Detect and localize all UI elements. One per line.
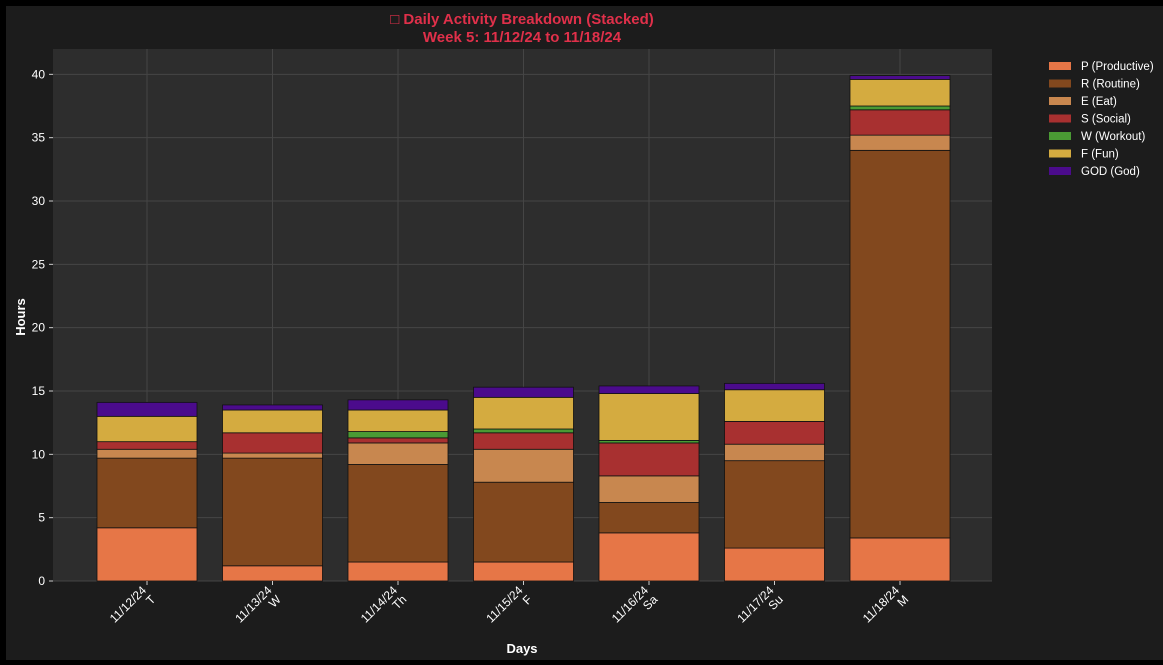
y-tick-label: 5 [38, 511, 45, 525]
bar-segment [598, 502, 700, 534]
bar-segment [473, 428, 574, 434]
x-tick-label: 11/13/24W [232, 583, 284, 626]
bar-segment [222, 404, 323, 411]
chart-subtitle: Week 5: 11/12/24 to 11/18/24 [423, 29, 622, 46]
legend-item: GOD (God) [1049, 166, 1140, 178]
bar-segment [598, 475, 700, 503]
x-tick-day: T [143, 592, 159, 608]
legend-item: F (Fun) [1049, 149, 1119, 161]
legend-item: S (Social) [1049, 114, 1131, 126]
bar-segment [96, 441, 198, 450]
bar-segment [724, 547, 825, 582]
bar-segment [849, 149, 951, 539]
legend-item: W (Workout) [1049, 131, 1145, 143]
bar-segment [96, 527, 198, 582]
bar-segment [724, 389, 825, 422]
legend-swatch [1049, 97, 1071, 105]
bar-segment [849, 134, 951, 151]
bar-segment [598, 393, 700, 441]
stacked-bar-chart: 0 5 10 15 20 25 30 35 40 11/12/24T 11/13/24W 11/14… [13, 11, 1154, 656]
y-tick-label: 15 [32, 384, 46, 398]
legend-label: P (Productive) [1081, 61, 1154, 73]
y-tick-label: 0 [38, 574, 45, 588]
bar-segment [222, 432, 323, 454]
bar-segment [849, 537, 951, 582]
bar-segment [849, 109, 951, 136]
bar-segment [598, 442, 700, 477]
bar-segment [473, 386, 574, 398]
bar-segment [849, 79, 951, 107]
x-tick-date: 11/15/24 [483, 583, 526, 626]
y-tick-label: 40 [32, 67, 46, 81]
legend-swatch [1049, 149, 1071, 158]
bar-segment [473, 448, 574, 483]
y-tick-label: 30 [32, 194, 46, 208]
legend-swatch [1049, 167, 1071, 175]
bar-segment [347, 561, 449, 582]
x-tick-label: 11/15/24F [483, 583, 535, 626]
legend-label: E (Eat) [1081, 96, 1117, 108]
bar-segment [96, 415, 198, 443]
legend-label: GOD (God) [1081, 166, 1140, 178]
y-tick-label: 25 [32, 257, 46, 271]
bar-segment [347, 437, 449, 444]
x-tick-label: 11/12/24T [107, 583, 159, 626]
bar-segment [222, 409, 323, 434]
legend: P (Productive) R (Routine) E (Eat) S (Socia… [1049, 61, 1154, 178]
bar-segment [222, 457, 323, 567]
legend-swatch [1049, 132, 1071, 140]
bar-segment [598, 532, 700, 582]
legend-item: R (Routine) [1049, 79, 1140, 91]
bar-segment [347, 464, 449, 563]
x-tick-day: F [520, 592, 535, 607]
bar-segment [724, 460, 825, 549]
y-tick-label: 10 [32, 447, 46, 461]
y-tick-label: 20 [32, 321, 46, 335]
x-tick-label: 11/18/24M [860, 583, 911, 626]
legend-swatch [1049, 62, 1071, 70]
bar-segment [222, 565, 323, 582]
bar-segment [347, 442, 449, 465]
chart-figure: 0 5 10 15 20 25 30 35 40 11/12/24 T 11/13/24 W 11/14… [6, 6, 1163, 660]
bar-segment [96, 457, 198, 529]
bar-segment [96, 448, 198, 459]
bar-segment [222, 452, 323, 459]
bar-segment [473, 481, 574, 563]
bar-segment [598, 385, 700, 394]
bar-segment [473, 432, 574, 450]
legend-item: P (Productive) [1049, 61, 1154, 73]
legend-label: F (Fun) [1081, 149, 1119, 161]
bar-segment [724, 420, 825, 445]
bars [96, 75, 951, 582]
y-tick-label: 35 [32, 131, 46, 145]
legend-swatch [1049, 114, 1071, 123]
x-tick-date: 11/12/24 [107, 583, 150, 626]
bar-segment [849, 75, 951, 80]
bar-segment [724, 382, 825, 391]
legend-label: S (Social) [1081, 114, 1131, 126]
x-axis-label: Days [506, 641, 537, 656]
legend-label: W (Workout) [1081, 131, 1145, 143]
bar-segment [473, 561, 574, 582]
bar-segment [347, 409, 449, 432]
y-axis-label: Hours [13, 298, 28, 336]
bar-segment [347, 431, 449, 439]
legend-swatch [1049, 79, 1071, 88]
legend-label: R (Routine) [1081, 79, 1140, 91]
bar-segment [347, 399, 449, 411]
bar-segment [724, 443, 825, 462]
y-axis: 0 5 10 15 20 25 30 35 40 [32, 67, 53, 588]
bar-segment [849, 105, 951, 111]
chart-title: □ Daily Activity Breakdown (Stacked) [390, 11, 654, 28]
legend-item: E (Eat) [1049, 96, 1117, 108]
bar-segment [96, 401, 198, 417]
bar-segment [473, 396, 574, 430]
x-tick-date: 11/18/24 [860, 583, 903, 626]
